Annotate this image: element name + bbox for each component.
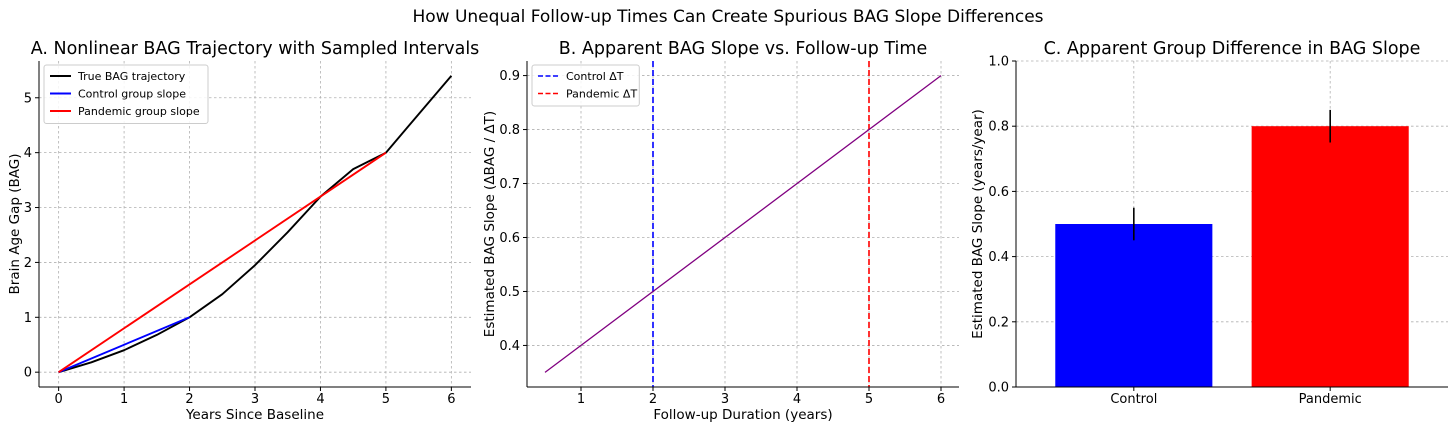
y-tick-label: 0.6 [988,185,1009,200]
y-tick-label: 0.5 [499,285,520,300]
bar-pandemic [1251,126,1409,387]
legend-label: Pandemic ΔT [566,88,637,101]
x-tick-label: 1 [120,392,128,407]
y-tick-label: 0.4 [988,250,1009,265]
series-line-2 [58,316,190,374]
bar-control [1055,224,1213,387]
legend-label: Control group slope [78,88,186,101]
x-tick-label: 4 [316,392,324,407]
x-tick-label: 6 [937,392,945,407]
y-axis-label: Estimated BAG Slope (ΔBAG / ΔT) [482,111,498,337]
figure-suptitle: How Unequal Follow-up Times Can Create S… [412,7,1043,27]
legend-label: Pandemic group slope [78,105,200,118]
x-tick-label: 2 [185,392,193,407]
x-tick-label: 1 [577,392,585,407]
y-tick-label: 0.0 [988,381,1009,396]
x-tick-label: 5 [865,392,873,407]
y-tick-label: 0.4 [499,339,520,354]
x-tick-label: 3 [721,392,729,407]
x-tick-label: 6 [447,392,455,407]
y-tick-label: 1.0 [988,55,1009,70]
x-tick-label: 4 [793,392,801,407]
panel-title: A. Nonlinear BAG Trajectory with Sampled… [31,39,480,59]
x-axis-label: Follow-up Duration (years) [653,407,832,423]
y-tick-label: 0 [24,366,32,381]
x-tick-label: Pandemic [1299,392,1362,407]
x-tick-label: 3 [251,392,259,407]
x-tick-label: 2 [649,392,657,407]
legend-frame [531,64,640,107]
legend: Control ΔT Pandemic ΔT [531,64,640,107]
y-tick-label: 0.9 [499,69,520,84]
y-tick-label: 0.6 [499,231,520,246]
y-tick-label: 2 [24,256,32,271]
y-tick-label: 4 [24,146,32,161]
x-tick-label: 0 [54,392,62,407]
legend-label: Control ΔT [566,70,624,83]
y-tick-label: 0.7 [499,177,520,192]
series-line-1 [544,75,942,373]
y-axis-label: Brain Age Gap (BAG) [7,154,23,295]
y-tick-label: 0.8 [499,123,520,138]
panel-title: C. Apparent Group Difference in BAG Slop… [1044,39,1421,59]
series-line-3 [58,151,387,373]
x-axis-label: Years Since Baseline [185,407,324,423]
legend-frame [43,64,209,124]
y-tick-label: 0.8 [988,120,1009,135]
panel-b: B. Apparent BAG Slope vs. Follow-up Time… [482,39,959,423]
panel-c: C. Apparent Group Difference in BAG Slop… [970,39,1448,407]
y-tick-label: 1 [24,311,32,326]
x-tick-label: Control [1110,392,1157,407]
panel-a: A. Nonlinear BAG Trajectory with Sampled… [7,39,479,423]
legend: True BAG trajectory Control group slope Pa… [43,64,209,124]
y-tick-label: 0.2 [988,315,1009,330]
legend-label: True BAG trajectory [77,70,186,83]
grid [39,61,471,387]
panel-title: B. Apparent BAG Slope vs. Follow-up Time [559,39,927,59]
y-tick-label: 3 [24,201,32,216]
x-tick-label: 5 [382,392,390,407]
y-tick-label: 5 [24,91,32,106]
y-axis-label: Estimated BAG Slope (years/year) [970,109,986,339]
